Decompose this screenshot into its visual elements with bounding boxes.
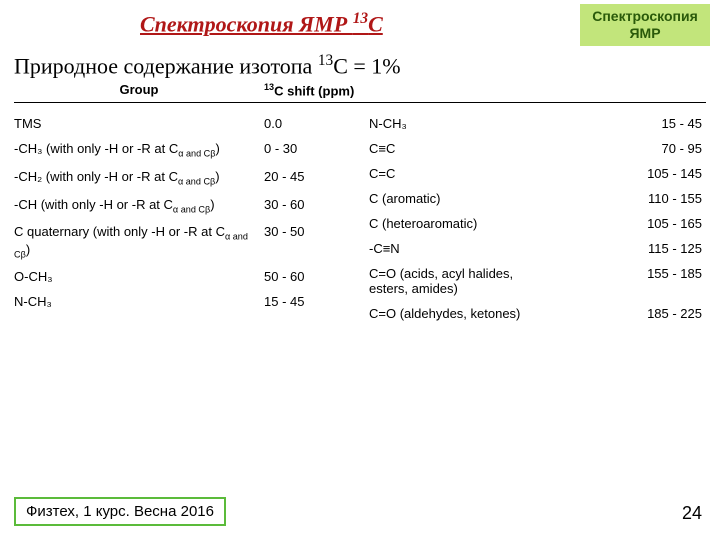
hdr-shift-post: C shift (ppm) bbox=[274, 83, 354, 98]
cell-shift: 115 - 125 bbox=[549, 241, 706, 256]
cell-group: C (heteroaromatic) bbox=[369, 216, 549, 231]
table-row: C=O (aldehydes, ketones)185 - 225 bbox=[369, 301, 706, 326]
table-row: C quaternary (with only -H or -R at Cα a… bbox=[14, 219, 369, 264]
table-row: C=C105 - 145 bbox=[369, 161, 706, 186]
cell-shift: 50 - 60 bbox=[264, 269, 369, 284]
cell-group: C≡C bbox=[369, 141, 549, 156]
table-row: C≡C70 - 95 bbox=[369, 136, 706, 161]
cell-group: TMS bbox=[14, 116, 264, 131]
cell-group: C quaternary (with only -H or -R at Cα a… bbox=[14, 224, 264, 259]
category-badge: Спектроскопия ЯМР bbox=[580, 4, 710, 46]
cell-group: -CH (with only -H or -R at Cα and Cβ) bbox=[14, 197, 264, 215]
cell-group: C=O (aldehydes, ketones) bbox=[369, 306, 549, 321]
cell-group: C (aromatic) bbox=[369, 191, 549, 206]
cell-group: C=O (acids, acyl halides, esters, amides… bbox=[369, 266, 549, 296]
shift-table: Group 13C shift (ppm) TMS0.0-CH₃ (with o… bbox=[14, 82, 706, 326]
cell-shift: 15 - 45 bbox=[264, 294, 369, 309]
line-pre: Природное содержание изотопа bbox=[14, 53, 318, 78]
cell-group: O-CH₃ bbox=[14, 269, 264, 284]
cell-group: -CH₃ (with only -H or -R at Cα and Cβ) bbox=[14, 141, 264, 159]
table-row: O-CH₃50 - 60 bbox=[14, 264, 369, 289]
table-header: Group 13C shift (ppm) bbox=[14, 82, 706, 103]
table-row: TMS0.0 bbox=[14, 111, 369, 136]
cell-shift: 20 - 45 bbox=[264, 169, 369, 184]
table-row: C (aromatic)110 - 155 bbox=[369, 186, 706, 211]
line-sup: 13 bbox=[318, 52, 333, 69]
table-left-col: TMS0.0-CH₃ (with only -H or -R at Cα and… bbox=[14, 111, 369, 326]
table-row: -C≡N115 - 125 bbox=[369, 236, 706, 261]
cell-shift: 30 - 60 bbox=[264, 197, 369, 212]
page-number: 24 bbox=[682, 503, 702, 524]
cell-shift: 105 - 165 bbox=[549, 216, 706, 231]
cell-shift: 0 - 30 bbox=[264, 141, 369, 156]
isotope-line: Природное содержание изотопа 13С = 1% bbox=[14, 52, 401, 79]
table-row: -CH₃ (with only -H or -R at Cα and Cβ)0 … bbox=[14, 136, 369, 164]
title-pre: Спектроскопия ЯМР bbox=[140, 11, 353, 36]
table-row: N-CH₃15 - 45 bbox=[14, 289, 369, 314]
cell-shift: 110 - 155 bbox=[549, 191, 706, 206]
cell-group: C=C bbox=[369, 166, 549, 181]
hdr-shift: 13C shift (ppm) bbox=[264, 82, 369, 98]
cell-shift: 185 - 225 bbox=[549, 306, 706, 321]
cell-shift: 155 - 185 bbox=[549, 266, 706, 281]
cell-group: -CH₂ (with only -H or -R at Cα and Cβ) bbox=[14, 169, 264, 187]
hdr-group: Group bbox=[14, 82, 264, 98]
cell-shift: 15 - 45 bbox=[549, 116, 706, 131]
slide-title: Спектроскопия ЯМР 13С bbox=[140, 10, 383, 37]
table-row: C=O (acids, acyl halides, esters, amides… bbox=[369, 261, 706, 301]
table-right-col: N-CH₃15 - 45C≡C70 - 95C=C105 - 145C (aro… bbox=[369, 111, 706, 326]
table-row: -CH₂ (with only -H or -R at Cα and Cβ)20… bbox=[14, 164, 369, 192]
table-row: C (heteroaromatic)105 - 165 bbox=[369, 211, 706, 236]
footer-course: Физтех, 1 курс. Весна 2016 bbox=[14, 497, 226, 526]
cell-group: N-CH₃ bbox=[369, 116, 549, 131]
title-post: С bbox=[368, 11, 383, 36]
table-row: -CH (with only -H or -R at Cα and Cβ)30 … bbox=[14, 192, 369, 220]
cell-shift: 30 - 50 bbox=[264, 224, 369, 239]
title-sup: 13 bbox=[353, 10, 368, 27]
cell-shift: 70 - 95 bbox=[549, 141, 706, 156]
cell-shift: 105 - 145 bbox=[549, 166, 706, 181]
hdr-shift-sup: 13 bbox=[264, 82, 274, 92]
cell-shift: 0.0 bbox=[264, 116, 369, 131]
line-post: С = 1% bbox=[333, 53, 400, 78]
cell-group: -C≡N bbox=[369, 241, 549, 256]
table-row: N-CH₃15 - 45 bbox=[369, 111, 706, 136]
cell-group: N-CH₃ bbox=[14, 294, 264, 309]
